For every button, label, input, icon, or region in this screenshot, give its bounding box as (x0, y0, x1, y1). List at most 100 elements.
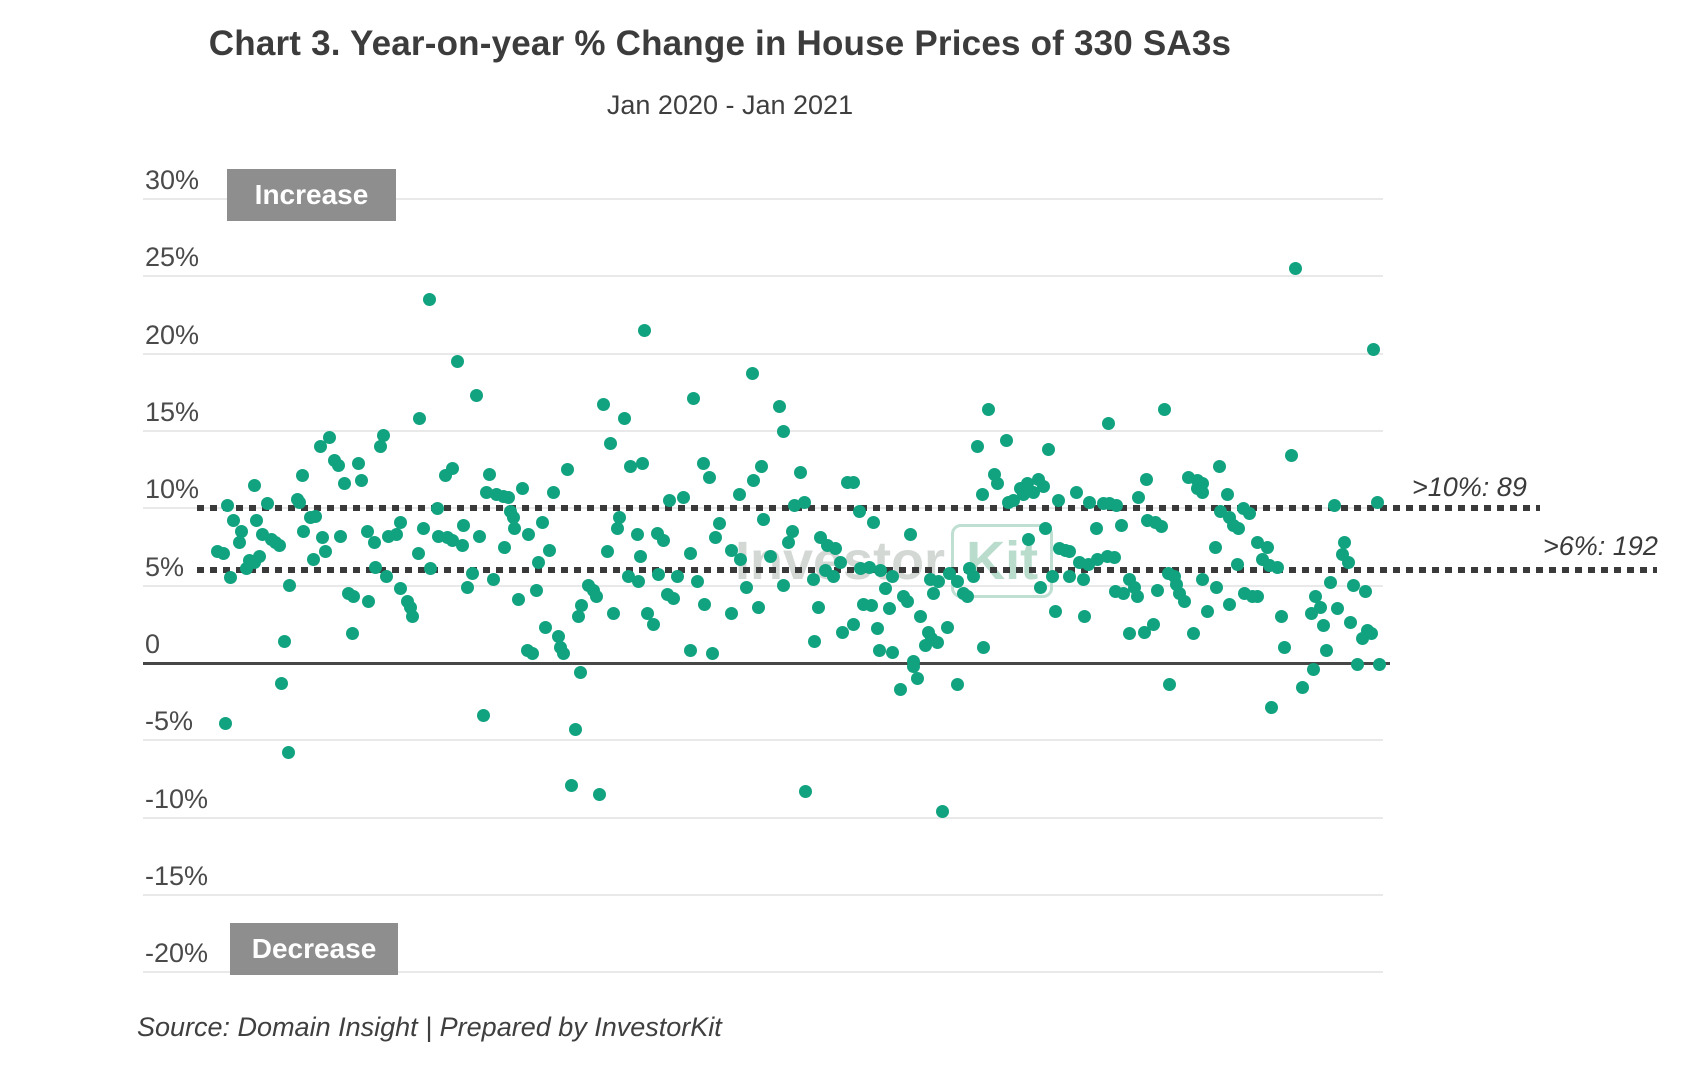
data-point (260, 497, 274, 511)
data-point (781, 535, 795, 549)
data-point (676, 491, 690, 505)
data-point (564, 778, 578, 792)
data-point (1316, 619, 1330, 633)
data-point (662, 494, 676, 508)
data-point (1045, 569, 1059, 583)
increase-zone-text: Increase (254, 179, 369, 210)
data-point (806, 573, 820, 586)
data-point (277, 634, 291, 648)
data-point (393, 515, 407, 529)
data-point (913, 610, 927, 624)
data-point (1162, 678, 1176, 692)
data-point (893, 682, 907, 696)
data-point (515, 481, 529, 495)
data-point (1195, 486, 1209, 500)
y-axis-tick-label: 25% (145, 242, 200, 273)
data-point (476, 709, 490, 723)
data-point (1327, 498, 1341, 512)
data-point (234, 525, 248, 539)
data-point (546, 486, 560, 500)
data-point (739, 580, 753, 594)
data-point (1114, 518, 1128, 532)
data-point (1323, 576, 1337, 590)
data-point (1366, 342, 1380, 356)
y-axis-tick-label: 30% (145, 165, 200, 196)
data-point (1350, 658, 1364, 672)
data-point (232, 535, 246, 549)
data-point (525, 647, 539, 661)
data-point (1154, 520, 1168, 534)
data-point (960, 590, 974, 603)
data-point (906, 659, 920, 673)
data-point (560, 463, 574, 477)
data-point (361, 594, 375, 608)
data-point (763, 549, 777, 563)
data-point (787, 498, 801, 512)
data-point (423, 562, 437, 576)
data-point (772, 399, 786, 413)
data-point (1306, 662, 1320, 676)
data-point (1062, 545, 1076, 559)
data-point (556, 647, 570, 661)
data-point (702, 470, 716, 484)
data-point (733, 552, 747, 566)
data-point (640, 607, 654, 621)
data-point (1341, 555, 1355, 569)
data-point (697, 597, 711, 611)
data-point (412, 412, 426, 426)
data-point (486, 573, 500, 586)
data-point (1026, 486, 1040, 500)
data-point (926, 586, 940, 600)
data-point (535, 515, 549, 529)
data-point (1277, 641, 1291, 655)
data-point (1370, 495, 1384, 509)
data-point (1062, 569, 1076, 583)
data-point (918, 639, 932, 653)
y-axis-tick-label: 10% (145, 474, 200, 505)
increase-zone-label: Increase (227, 169, 396, 221)
data-point (610, 521, 624, 535)
data-point (910, 671, 924, 685)
data-point (469, 389, 483, 402)
data-point (656, 534, 670, 548)
data-point (571, 610, 585, 624)
gridline (143, 971, 1383, 974)
data-point (1355, 631, 1369, 645)
data-point (950, 574, 964, 588)
data-point (1177, 594, 1191, 608)
data-point (333, 529, 347, 543)
data-point (1051, 494, 1065, 508)
data-point (346, 590, 360, 603)
data-point (315, 531, 329, 545)
y-axis-tick-label: 5% (145, 551, 185, 582)
data-point (1101, 416, 1115, 430)
data-point (506, 511, 520, 525)
data-point (1231, 521, 1245, 535)
data-point (990, 477, 1004, 491)
data-point (450, 354, 464, 368)
data-point (422, 293, 436, 307)
data-point (835, 625, 849, 639)
data-point (308, 509, 322, 523)
data-point (670, 569, 684, 583)
data-point (981, 402, 995, 416)
data-point (551, 630, 565, 644)
data-point (873, 563, 887, 577)
data-point (1036, 480, 1050, 494)
data-point (373, 440, 387, 454)
data-point (940, 620, 954, 634)
data-point (1200, 605, 1214, 619)
data-point (1076, 573, 1090, 586)
data-point (318, 545, 332, 559)
data-point (807, 634, 821, 648)
data-point (405, 610, 419, 624)
data-point (862, 560, 876, 574)
data-point (1041, 443, 1055, 457)
data-point (497, 540, 511, 554)
data-point (846, 475, 860, 489)
data-point (833, 555, 847, 569)
gridline (143, 430, 1383, 433)
data-point (511, 593, 525, 607)
data-point (1343, 616, 1357, 630)
data-point (1139, 472, 1153, 486)
